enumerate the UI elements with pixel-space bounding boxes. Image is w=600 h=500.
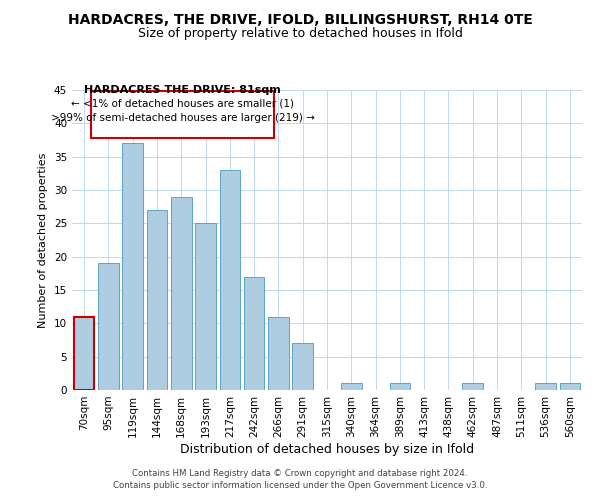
Text: Size of property relative to detached houses in Ifold: Size of property relative to detached ho…	[137, 28, 463, 40]
Text: HARDACRES THE DRIVE: 81sqm: HARDACRES THE DRIVE: 81sqm	[84, 84, 281, 94]
Bar	[292, 344, 313, 390]
Bar	[171, 196, 191, 390]
Bar	[220, 170, 240, 390]
Bar	[268, 316, 289, 390]
Bar	[341, 384, 362, 390]
Bar	[146, 210, 167, 390]
Text: Contains HM Land Registry data © Crown copyright and database right 2024.
Contai: Contains HM Land Registry data © Crown c…	[113, 468, 487, 490]
Bar	[535, 384, 556, 390]
Bar	[389, 384, 410, 390]
X-axis label: Distribution of detached houses by size in Ifold: Distribution of detached houses by size …	[180, 442, 474, 456]
Bar	[74, 316, 94, 390]
Bar	[122, 144, 143, 390]
Bar	[560, 384, 580, 390]
Text: HARDACRES, THE DRIVE, IFOLD, BILLINGSHURST, RH14 0TE: HARDACRES, THE DRIVE, IFOLD, BILLINGSHUR…	[68, 12, 532, 26]
Bar	[195, 224, 216, 390]
FancyBboxPatch shape	[91, 92, 274, 138]
Text: ← <1% of detached houses are smaller (1): ← <1% of detached houses are smaller (1)	[71, 98, 294, 108]
Y-axis label: Number of detached properties: Number of detached properties	[38, 152, 49, 328]
Bar	[244, 276, 265, 390]
Bar	[98, 264, 119, 390]
Bar	[463, 384, 483, 390]
Text: >99% of semi-detached houses are larger (219) →: >99% of semi-detached houses are larger …	[50, 114, 314, 124]
